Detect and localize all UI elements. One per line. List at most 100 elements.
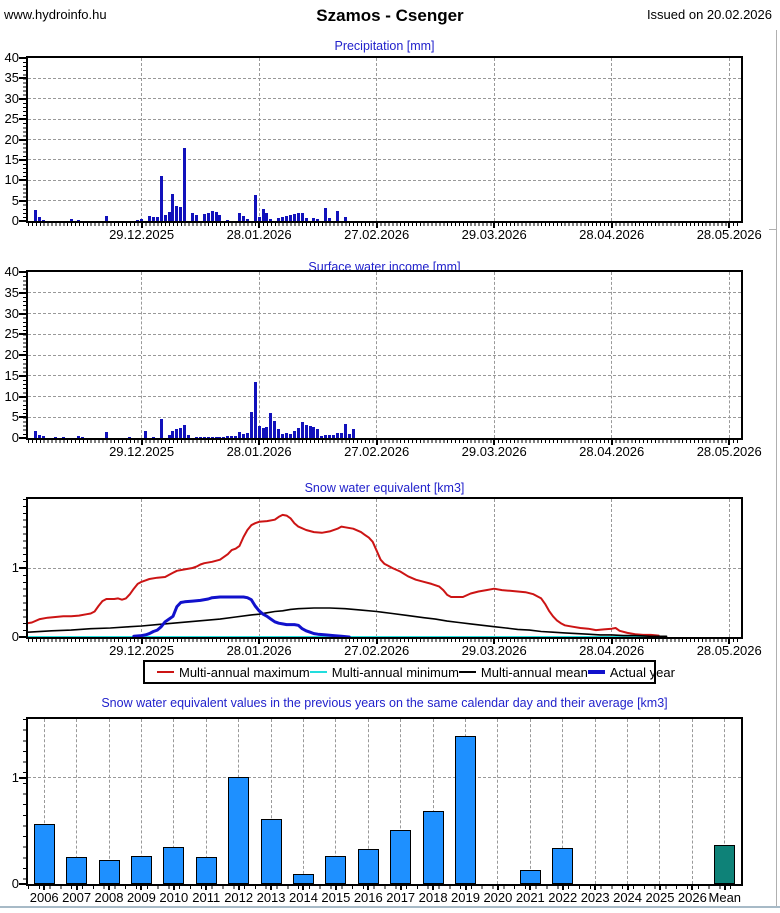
daily-value-bar: [210, 436, 214, 438]
snow-lines-canvas: [28, 513, 668, 637]
grid-line-vertical: [43, 719, 45, 884]
y-axis-tick: [19, 312, 26, 315]
daily-value-bar: [159, 418, 163, 438]
daily-value-bar: [226, 219, 230, 221]
daily-value-bar: [187, 435, 191, 438]
daily-value-bar: [324, 207, 328, 221]
actual-line-swatch-icon: [587, 670, 605, 674]
daily-value-bar: [34, 430, 38, 438]
grid-line-vertical: [594, 719, 596, 884]
x-axis-year-label: 2006: [29, 890, 59, 905]
y-axis-tick: [19, 158, 26, 161]
x-axis-year-label: 2024: [613, 890, 643, 905]
daily-value-bar: [253, 381, 257, 438]
x-axis-minor-ticks: [28, 886, 741, 889]
daily-value-bar: [198, 436, 202, 438]
daily-value-bar: [332, 435, 336, 438]
daily-value-bar: [312, 427, 316, 438]
year-value-bar: [163, 846, 185, 884]
grid-line-horizontal: [28, 159, 741, 161]
x-axis-year-label: 2022: [548, 890, 578, 905]
daily-value-bar: [159, 175, 163, 221]
y-axis-tick: [19, 567, 26, 569]
daily-value-bar: [328, 434, 332, 438]
legend-label: Multi-annual maximum: [179, 664, 310, 680]
min-line-swatch-icon: [309, 671, 327, 673]
year-value-bar: [195, 857, 217, 884]
x-axis-year-label: 2008: [94, 890, 124, 905]
daily-value-bar: [77, 219, 81, 221]
daily-value-bar: [324, 435, 328, 438]
grid-line-vertical: [611, 272, 613, 438]
grid-line-horizontal: [28, 77, 741, 79]
daily-value-bar: [191, 213, 195, 221]
x-axis-year-label: 2010: [159, 890, 189, 905]
x-axis-date-label: 29.12.2025: [109, 444, 175, 459]
daily-value-bar: [238, 212, 242, 221]
grid-line-vertical: [141, 499, 143, 637]
grid-line-vertical: [497, 719, 499, 884]
year-value-bar: [260, 819, 282, 884]
daily-value-bar: [147, 216, 151, 221]
daily-value-bar: [312, 217, 316, 221]
grid-line-vertical: [529, 719, 531, 884]
grid-line-vertical: [493, 58, 495, 221]
daily-value-bar: [316, 218, 320, 221]
daily-value-bar: [328, 217, 332, 221]
y-axis-label: 0: [11, 876, 19, 891]
line-series-multi-annual-mean: [28, 607, 668, 637]
previous-years-plot: [26, 717, 743, 886]
grid-line-horizontal: [28, 777, 741, 779]
daily-value-bar: [241, 434, 245, 438]
grid-line-vertical: [376, 58, 378, 221]
year-value-bar: [357, 848, 379, 884]
legend-item-multi-annual-mean: Multi-annual mean: [458, 665, 588, 680]
x-axis-year-label: 2017: [386, 890, 416, 905]
grid-line-vertical: [141, 272, 143, 438]
year-value-bar: [228, 776, 250, 884]
mean-value-bar: [714, 844, 736, 884]
daily-value-bar: [347, 433, 351, 438]
y-axis-minor-ticks: [23, 719, 26, 884]
x-axis-minor-ticks: [28, 223, 741, 226]
grid-line-vertical: [611, 499, 613, 637]
x-axis-year-label: 2009: [126, 890, 156, 905]
grid-line-vertical: [493, 499, 495, 637]
grid-line-vertical: [108, 719, 110, 884]
daily-value-bar: [194, 214, 198, 221]
daily-value-bar: [320, 435, 324, 438]
x-axis-year-label: 2013: [256, 890, 286, 905]
x-axis-minor-ticks: [28, 440, 741, 443]
daily-value-bar: [210, 210, 214, 221]
daily-value-bar: [281, 216, 285, 221]
x-axis-year-label: 2025: [645, 890, 675, 905]
daily-value-bar: [202, 437, 206, 438]
x-axis-year-label: 2011: [192, 890, 221, 905]
y-axis-label: 5: [11, 192, 19, 208]
y-axis-label: 25: [4, 111, 19, 127]
daily-value-bar: [206, 213, 210, 221]
grid-line-horizontal: [28, 313, 741, 314]
precipitation-chart-title: Precipitation [mm]: [334, 39, 435, 53]
year-value-bar: [422, 810, 444, 884]
legend-label: Multi-annual minimum: [331, 664, 459, 680]
grid-line-horizontal: [28, 396, 741, 397]
legend-item-actual-year: Actual year: [587, 665, 675, 680]
daily-value-bar: [300, 212, 304, 221]
daily-value-bar: [61, 437, 65, 438]
y-axis-tick: [19, 138, 26, 141]
grid-line-vertical: [659, 719, 661, 884]
daily-value-bar: [261, 427, 265, 438]
daily-value-bar: [128, 437, 132, 438]
daily-value-bar: [218, 214, 222, 221]
x-axis-date-label: 28.01.2026: [226, 643, 292, 658]
daily-value-bar: [300, 422, 304, 438]
y-axis-label: 40: [4, 264, 19, 279]
x-axis-year-label: 2020: [483, 890, 513, 905]
x-axis-year-label: 2021: [515, 890, 545, 905]
legend-item-multi-annual-maximum: Multi-annual maximum: [157, 665, 310, 680]
daily-value-bar: [171, 430, 175, 438]
daily-value-bar: [167, 212, 171, 221]
daily-value-bar: [245, 433, 249, 438]
daily-value-bar: [179, 207, 183, 221]
